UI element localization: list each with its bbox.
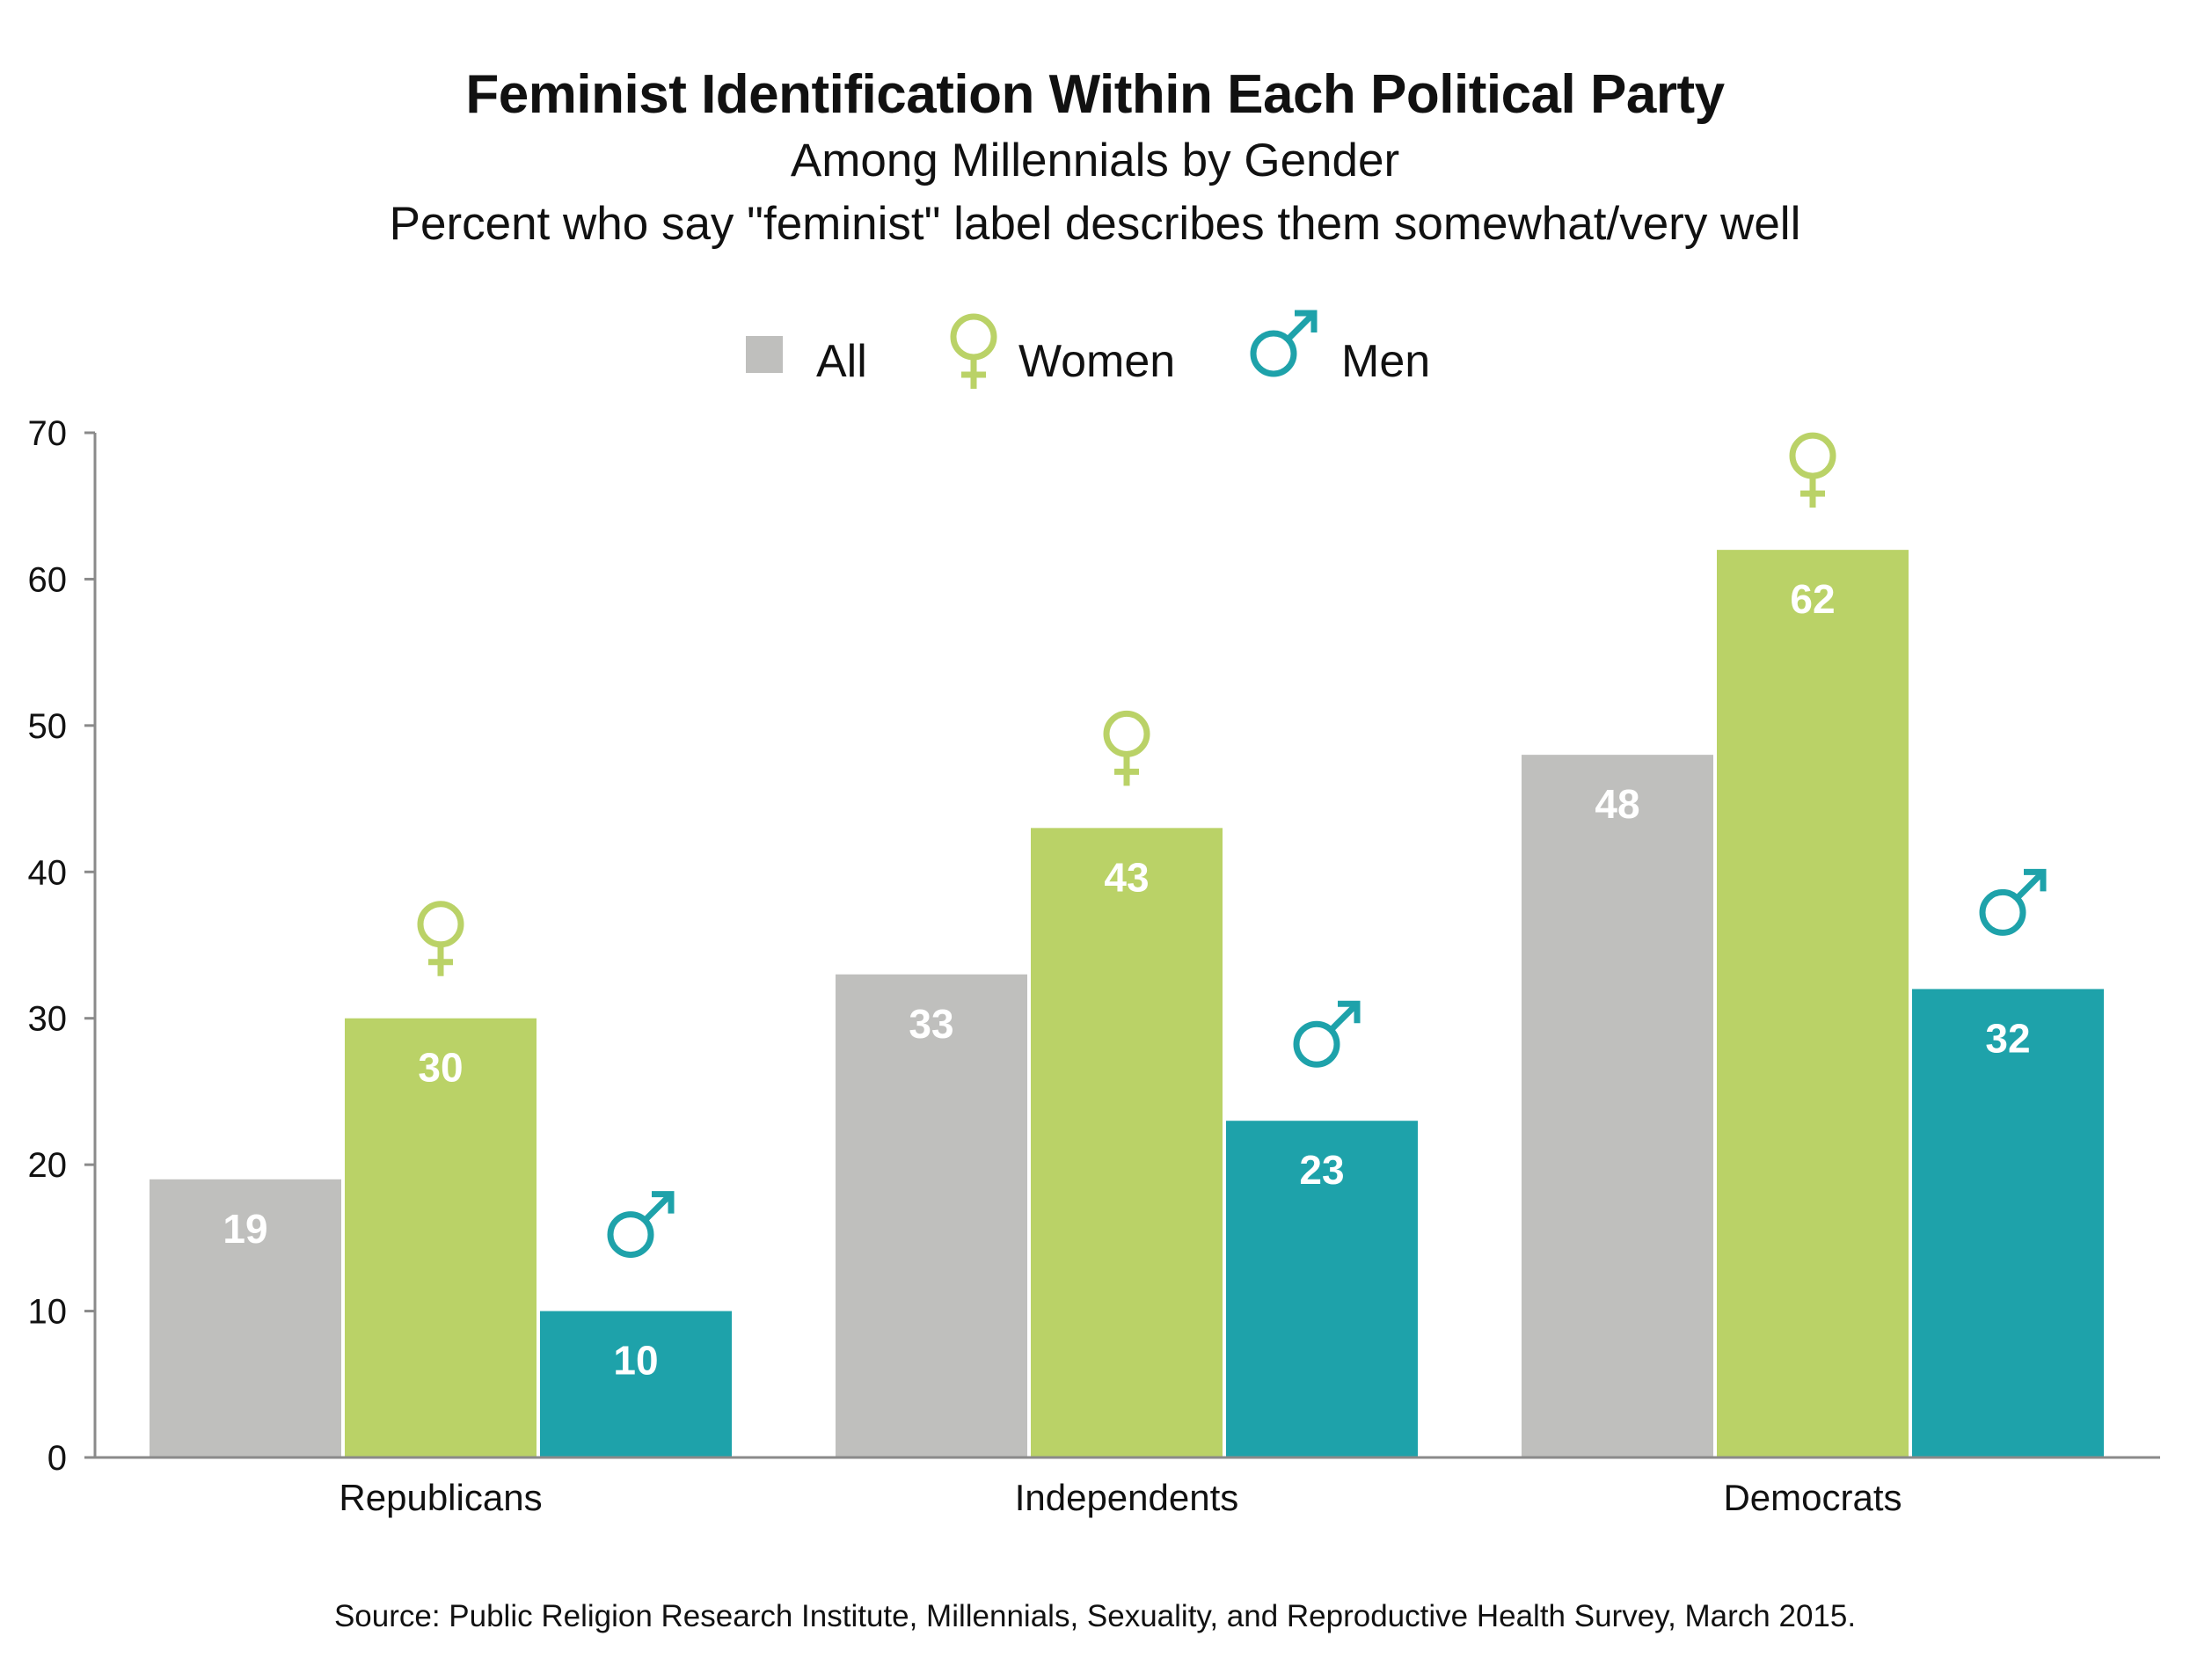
y-tick-label: 60 (28, 560, 68, 599)
bar-women (1717, 550, 1909, 1458)
data-label: 62 (1790, 576, 1835, 622)
y-tick-label: 30 (28, 1000, 68, 1039)
bar-men (1912, 989, 2104, 1457)
source-note: Source: Public Religion Research Institu… (333, 1599, 1857, 1633)
bar-men (540, 1311, 732, 1457)
y-tick-label: 40 (28, 853, 68, 892)
data-label: 30 (418, 1045, 463, 1091)
y-tick-label: 0 (47, 1439, 67, 1478)
x-tick-label: Republicans (339, 1477, 542, 1518)
bar-all (150, 1179, 341, 1457)
data-label: 23 (1299, 1147, 1344, 1193)
y-tick-label: 70 (28, 414, 68, 453)
data-label: 48 (1595, 781, 1639, 827)
male-icon (607, 1191, 675, 1259)
female-icon (950, 313, 997, 389)
legend-label-women: Women (1018, 336, 1175, 387)
x-tick-label: Democrats (1723, 1477, 1902, 1518)
data-label: 43 (1104, 854, 1149, 900)
y-tick-label: 10 (28, 1293, 68, 1332)
y-tick-label: 50 (28, 707, 68, 746)
legend-label-men: Men (1341, 336, 1430, 387)
female-icon (1103, 710, 1150, 786)
legend-label-all: All (816, 336, 867, 387)
female-icon (417, 901, 464, 976)
data-label: 33 (909, 1001, 953, 1047)
data-label: 10 (613, 1338, 658, 1384)
chart-title: Feminist Identification Within Each Poli… (465, 64, 1725, 125)
data-label: 19 (223, 1206, 267, 1252)
chart-description: Percent who say "feminist" label describ… (389, 198, 1801, 250)
female-icon (1789, 432, 1836, 508)
y-tick-label: 20 (28, 1146, 68, 1185)
data-label: 32 (1985, 1015, 2030, 1061)
chart-subtitle: Among Millennials by Gender (790, 135, 1400, 186)
male-icon (1979, 868, 2047, 936)
x-tick-label: Independents (1015, 1477, 1239, 1518)
male-icon (1293, 1000, 1361, 1068)
bar-women (1031, 828, 1223, 1457)
bar-all (1522, 755, 1713, 1457)
bar-men (1226, 1121, 1418, 1457)
legend-swatch-all (746, 336, 783, 373)
bar-all (836, 974, 1027, 1457)
male-icon (1250, 310, 1318, 377)
bar-women (345, 1018, 537, 1457)
